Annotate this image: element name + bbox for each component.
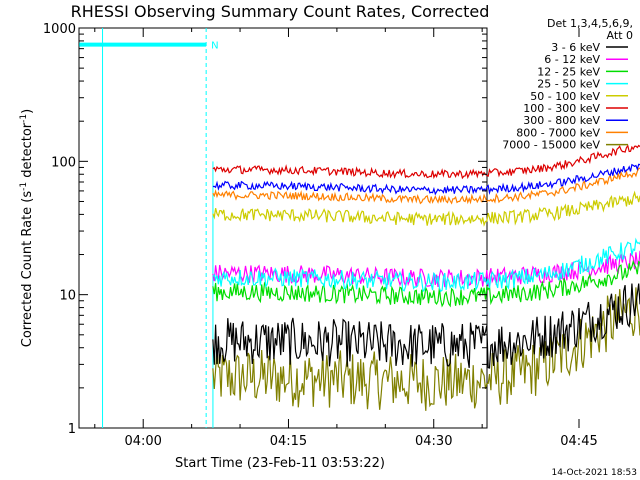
legend-label: 3 - 6 keV [551,41,600,54]
series-line-50-100kev [212,190,640,227]
series-line-300-800kev [212,163,640,196]
y-axis-label: Corrected Count Rate (s-1 detector-1) [19,109,35,347]
legend-header-line1: Det 1,3,4,5,6,9, [547,17,633,30]
series-line-6-12kev [212,250,640,288]
legend-header-line2: Att 0 [607,29,633,42]
legend-label: 800 - 7000 keV [516,126,600,139]
flag-label: N [211,41,218,52]
series-group [212,144,640,411]
legend-label: 100 - 300 keV [523,102,600,115]
axes-group: 04:0004:1504:3004:4505:0005:1505:3011010… [43,22,598,449]
legend-label: 7000 - 15000 keV [502,139,600,152]
x-tick-label: 04:45 [560,434,597,449]
timestamp: 14-Oct-2021 18:53 [552,468,637,478]
legend-label: 12 - 25 keV [537,65,600,78]
y-axis-label-mid: detector [20,122,35,182]
series-line-3-6kev [212,283,640,369]
y-tick-label: 1000 [43,22,76,37]
series-line-25-50kev [212,237,640,293]
series-line-800-7000kev [212,167,640,205]
x-tick-label: 04:30 [415,434,452,449]
x-tick-label: 04:15 [270,434,307,449]
plot-border [78,27,488,429]
x-tick-label: 04:00 [124,434,161,449]
x-axis-label: Start Time (23-Feb-11 03:53:22) [175,456,385,471]
legend-label: 6 - 12 keV [544,53,600,66]
legend-label: 25 - 50 keV [537,78,600,91]
series-line-100-300kev [212,144,640,180]
legend-label: 50 - 100 keV [530,90,600,103]
marker-lines: N [79,28,219,428]
y-tick-label: 100 [51,155,76,170]
y-axis-label-sup2: -1 [19,114,29,123]
y-tick-label: 1 [68,422,76,437]
chart-title: RHESSI Observing Summary Count Rates, Co… [71,2,490,21]
series-line-7000-15000kev [212,287,640,411]
legend-label: 300 - 800 keV [523,114,600,127]
series-line-12-25kev [212,259,640,308]
y-axis-label-end: ) [20,109,35,114]
y-axis-label-main: Corrected Count Rate (s [20,191,35,348]
y-tick-label: 10 [59,289,76,304]
y-axis-label-sup1: -1 [19,182,29,191]
plot-frame [78,27,488,429]
